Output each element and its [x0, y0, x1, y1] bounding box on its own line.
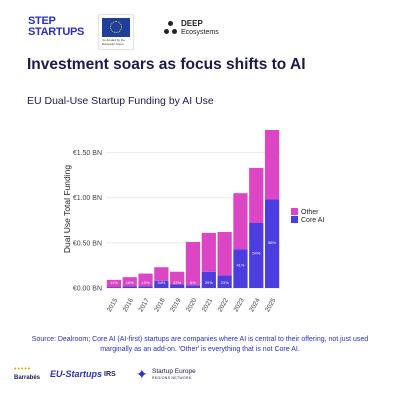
- x-tick-label: 2016: [122, 297, 135, 313]
- x-tick-label: 2024: [248, 297, 261, 313]
- startup-europe-sub: REGIONS NETWORK: [152, 376, 192, 380]
- logo-row: STEP STARTUPS Co-funded by the European …: [0, 10, 400, 50]
- legend-label: Other: [301, 209, 319, 216]
- y-tick-label: €1.00 BN: [73, 195, 102, 202]
- bar-core-ai: [264, 199, 280, 288]
- bar-data-label: 6%: [190, 280, 196, 285]
- bar-other: [154, 267, 169, 281]
- startup-europe-name: Startup Europe: [152, 368, 196, 375]
- eu-logo-caption: Co-funded by the European Union: [102, 38, 126, 46]
- x-tick-label: 2017: [138, 297, 151, 313]
- barrabes-logo: ••••• Barrabés: [14, 366, 46, 386]
- bar-other: [233, 193, 248, 250]
- bar-core-ai: [138, 286, 153, 288]
- x-tick-label: 2025: [264, 297, 277, 313]
- y-tick-label: €0.50 BN: [73, 240, 102, 247]
- deep-logo-line2: Ecosystems: [181, 29, 219, 36]
- bar-other: [185, 241, 201, 286]
- y-tick-label: €1.50 BN: [73, 150, 102, 157]
- x-tick-label: 2021: [201, 297, 214, 313]
- eu-flag-icon: [102, 18, 130, 37]
- bar-other: [264, 130, 280, 200]
- source-note: Source: Dealroom; Core AI (AI-first) sta…: [31, 336, 369, 353]
- bar-data-label: 29%: [205, 280, 213, 285]
- x-tick-label: 2015: [106, 297, 119, 313]
- eu-flag-logo: Co-funded by the European Union: [98, 14, 134, 50]
- legend-swatch: [291, 216, 298, 223]
- chart-title: EU Dual-Use Startup Funding by AI Use: [27, 95, 214, 107]
- bar-other: [138, 273, 153, 287]
- bar-data-label: 41%: [236, 263, 244, 268]
- barrabes-name: Barrabés: [14, 375, 41, 381]
- legend-swatch: [291, 208, 298, 215]
- bar-core-ai: [154, 280, 169, 288]
- bar-data-label: 34%: [157, 280, 165, 285]
- bar-core-ai: [106, 287, 122, 288]
- deep-logo-line1: DEEP: [181, 19, 203, 28]
- bar-core-ai: [217, 275, 232, 288]
- bar-other: [217, 232, 232, 276]
- x-tick-label: 2023: [233, 297, 246, 313]
- bar-core-ai: [249, 222, 264, 288]
- bar-core-ai: [170, 284, 185, 288]
- startup-europe-logo: ✦ Startup Europe REGIONS NETWORK: [136, 366, 226, 386]
- bar-data-label: 23%: [221, 280, 229, 285]
- star-icon: ✦: [136, 366, 148, 382]
- bar-core-ai: [185, 285, 201, 288]
- bar-data-label: 11%: [110, 280, 118, 285]
- y-tick-label: €0.00 BN: [73, 286, 102, 293]
- barrabes-dots: •••••: [14, 366, 32, 373]
- bar-other: [106, 279, 122, 288]
- bar-other: [201, 232, 216, 272]
- bar-other: [122, 277, 137, 287]
- bar-other: [249, 167, 264, 223]
- x-tick-label: 2018: [153, 297, 166, 313]
- bar-data-label: 22%: [173, 280, 181, 285]
- bar-core-ai: [201, 271, 216, 288]
- legend-label: Core AI: [301, 217, 324, 224]
- y-axis-label: Dual Use Total Funding: [62, 165, 72, 253]
- step-logo-line1: STEP: [28, 15, 56, 27]
- step-startups-logo: STEP STARTUPS: [28, 16, 90, 38]
- bar-core-ai: [233, 249, 248, 288]
- bar-core-ai: [122, 286, 137, 288]
- bar-data-label: 13%: [142, 280, 150, 285]
- deep-ecosystems-icon: [164, 21, 178, 35]
- page-headline: Investment soars as focus shifts to AI: [27, 56, 306, 73]
- irs-logo: IRS: [104, 371, 116, 378]
- bar-data-label: 56%: [268, 240, 276, 245]
- x-tick-label: 2022: [217, 297, 230, 313]
- x-tick-label: 2019: [169, 297, 182, 313]
- step-logo-line2: STARTUPS: [28, 26, 85, 38]
- x-tick-label: 2020: [185, 297, 198, 313]
- bar-data-label: 54%: [252, 251, 260, 256]
- bar-data-label: 16%: [126, 280, 134, 285]
- eu-startups-logo: EU-Startups: [50, 369, 103, 379]
- bar-other: [170, 271, 185, 285]
